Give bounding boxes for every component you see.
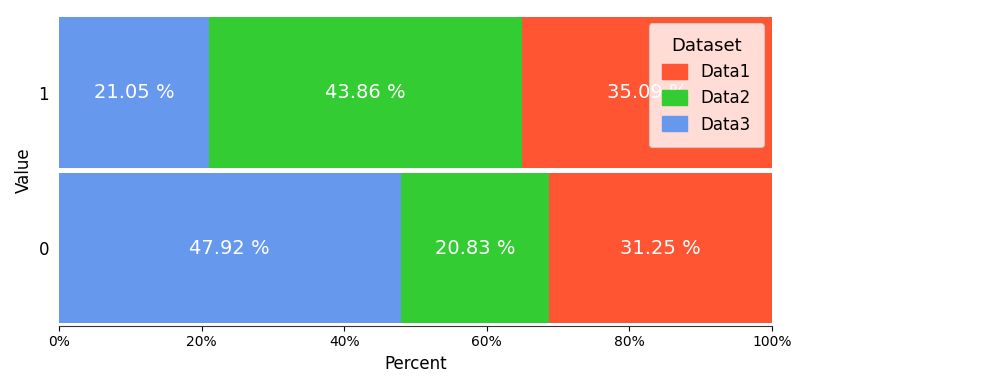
Bar xyxy=(209,17,522,168)
Text: 20.83 %: 20.83 % xyxy=(435,239,516,258)
Bar xyxy=(400,173,549,323)
Text: 47.92 %: 47.92 % xyxy=(190,239,270,258)
Bar xyxy=(59,17,209,168)
Text: 21.05 %: 21.05 % xyxy=(93,83,174,102)
Y-axis label: Value: Value xyxy=(15,147,33,193)
Bar xyxy=(59,173,400,323)
Text: 35.09 %: 35.09 % xyxy=(607,83,687,102)
Text: 43.86 %: 43.86 % xyxy=(325,83,405,102)
Legend: Data1, Data2, Data3: Data1, Data2, Data3 xyxy=(648,23,764,147)
X-axis label: Percent: Percent xyxy=(384,355,447,373)
Bar xyxy=(522,17,772,168)
Bar xyxy=(549,173,772,323)
Text: 31.25 %: 31.25 % xyxy=(620,239,701,258)
